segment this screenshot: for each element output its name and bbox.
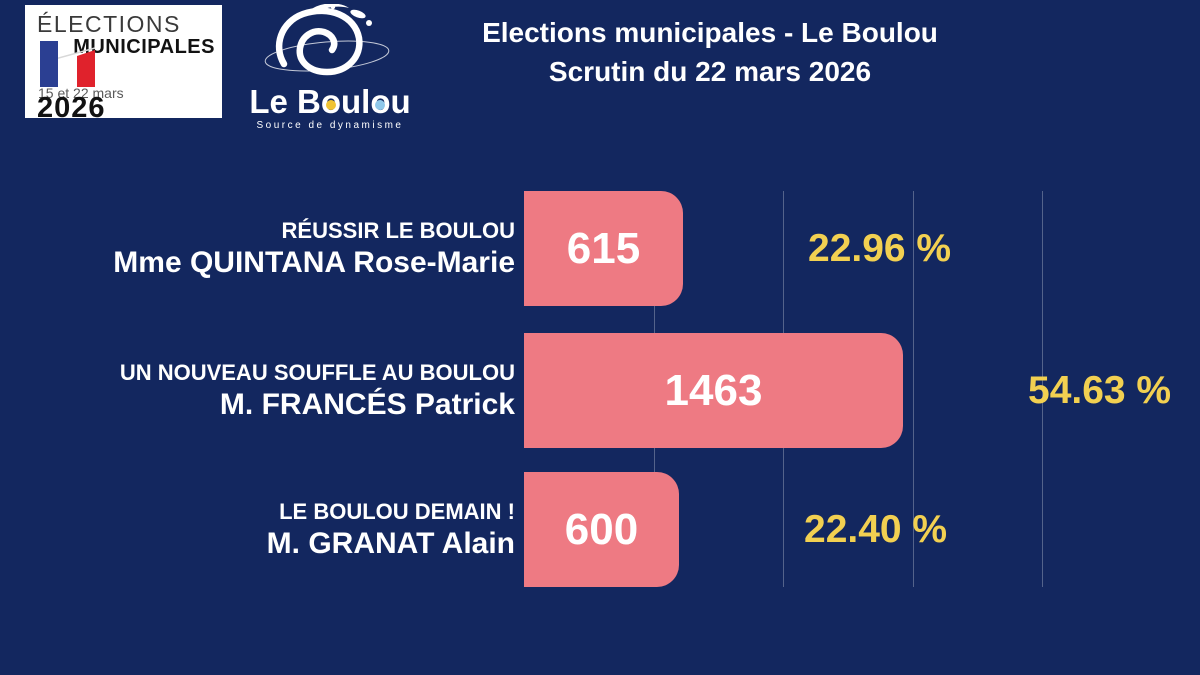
water-swirl-icon <box>264 4 390 76</box>
list-name: UN NOUVEAU SOUFFLE AU BOULOU <box>119 359 515 385</box>
candidate-row-granat: LE BOULOU DEMAIN ! M. GRANAT Alain 600 2… <box>0 472 1200 587</box>
badge-year: 2026 <box>37 92 106 124</box>
logo-wordmark: Le Boulou <box>245 83 415 121</box>
logo-text-part: ul <box>341 83 371 120</box>
gridline <box>1042 191 1043 587</box>
candidate-labels: RÉUSSIR LE BOULOU Mme QUINTANA Rose-Mari… <box>113 191 515 306</box>
logo-text-part: u <box>390 83 411 120</box>
candidate-name: M. GRANAT Alain <box>266 526 515 560</box>
vote-bar: 1463 <box>524 333 903 448</box>
gridline <box>913 191 914 587</box>
logo-tagline: Source de dynamisme <box>256 120 404 131</box>
candidate-row-quintana: RÉUSSIR LE BOULOU Mme QUINTANA Rose-Mari… <box>0 191 1200 306</box>
logo-text-part: Le B <box>249 83 321 120</box>
vote-bar: 615 <box>524 191 683 306</box>
badge-dates: 15 et 22 mars <box>38 85 124 101</box>
candidate-labels: UN NOUVEAU SOUFFLE AU BOULOU M. FRANCÉS … <box>120 333 515 448</box>
vote-bar: 600 <box>524 472 679 587</box>
title-line1: Elections municipales - Le Boulou <box>482 17 938 48</box>
title-line2: Scrutin du 22 mars 2026 <box>548 56 872 87</box>
vote-count: 600 <box>564 504 639 554</box>
badge-title-bottom: MUNICIPALES <box>73 36 215 58</box>
vote-percentage: 22.96 % <box>808 226 952 270</box>
logo-o-blue: o <box>370 83 391 120</box>
vote-count: 1463 <box>664 365 763 415</box>
candidate-name: Mme QUINTANA Rose-Marie <box>113 245 515 279</box>
candidate-name: M. FRANCÉS Patrick <box>219 387 515 421</box>
badge-title-top: ÉLECTIONS <box>37 11 181 37</box>
vote-percentage: 54.63 % <box>1028 368 1172 412</box>
elections-badge: ÉLECTIONS MUNICIPALES 15 et 22 mars 2026 <box>25 5 222 124</box>
candidate-labels: LE BOULOU DEMAIN ! M. GRANAT Alain <box>267 472 515 587</box>
french-flag-icon <box>40 41 96 87</box>
vote-percentage: 22.40 % <box>804 507 948 551</box>
list-name: LE BOULOU DEMAIN ! <box>279 498 515 524</box>
logo-o-yellow: o <box>320 83 341 120</box>
page-title: Elections municipales - Le Boulou Scruti… <box>420 13 1000 91</box>
candidate-row-frances: UN NOUVEAU SOUFFLE AU BOULOU M. FRANCÉS … <box>0 333 1200 448</box>
list-name: RÉUSSIR LE BOULOU <box>281 217 515 243</box>
vote-count: 615 <box>566 223 641 273</box>
